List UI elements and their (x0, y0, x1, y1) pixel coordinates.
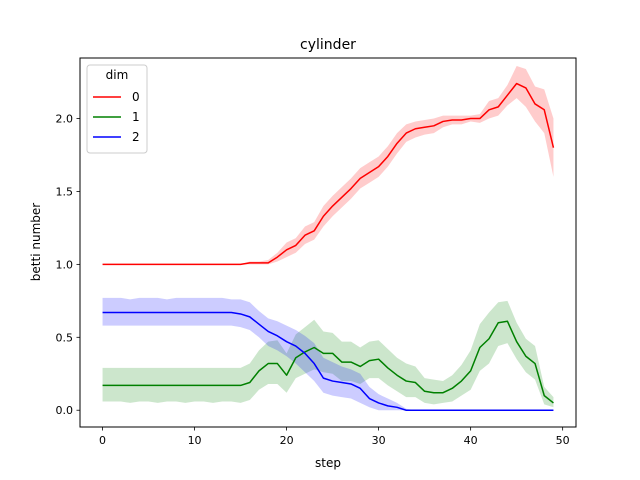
legend-label-1: 1 (132, 110, 140, 124)
chart-title: cylinder (300, 37, 356, 53)
confidence-bands (102, 66, 554, 411)
x-tick-label: 20 (280, 434, 294, 447)
series-1-line (102, 320, 554, 404)
x-tick-label: 40 (464, 434, 478, 447)
y-axis: 0.0 0.5 1.0 1.5 2.0 (56, 113, 80, 417)
x-tick-label: 0 (99, 434, 106, 447)
legend: dim 0 1 2 (86, 64, 148, 154)
series-2-line (102, 311, 554, 411)
legend-label-0: 0 (132, 90, 140, 104)
y-tick-label: 0.5 (56, 331, 74, 344)
x-tick-label: 30 (372, 434, 386, 447)
legend-frame (86, 64, 148, 154)
series-0-band (102, 66, 554, 265)
x-axis: 0 10 20 30 40 50 (99, 427, 570, 447)
y-tick-label: 0.0 (56, 404, 74, 417)
series-2-band (102, 297, 554, 411)
series-0-line (102, 82, 555, 266)
legend-label-2: 2 (132, 130, 140, 144)
y-tick-label: 1.0 (56, 258, 74, 271)
y-tick-label: 1.5 (56, 185, 74, 198)
x-tick-label: 10 (188, 434, 202, 447)
series-lines (102, 82, 555, 411)
y-tick-label: 2.0 (56, 113, 74, 126)
x-axis-label: step (315, 456, 341, 470)
plot-area-frame (79, 57, 577, 428)
legend-title: dim (106, 68, 129, 82)
x-tick-label: 50 (556, 434, 570, 447)
y-axis-label: betti number (29, 203, 43, 281)
